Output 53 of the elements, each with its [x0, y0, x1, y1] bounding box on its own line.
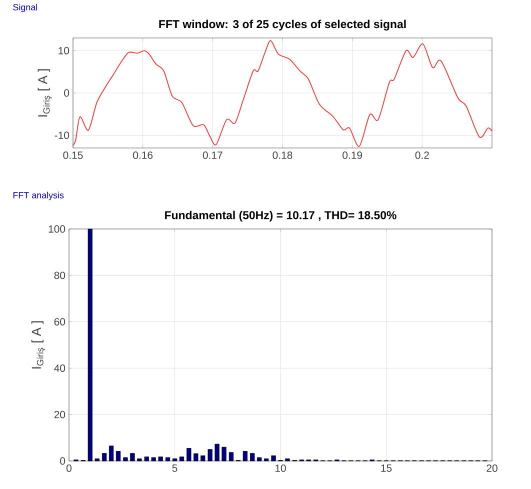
bar — [130, 453, 135, 462]
bar — [271, 455, 276, 462]
bar — [222, 446, 226, 462]
y-tick-label: 60 — [54, 318, 66, 326]
y-tick-label: 0 — [60, 457, 66, 465]
x-tick-label: 20 — [486, 464, 498, 472]
y-axis-title: I$_{Giriş}$ [ A ] — [31, 321, 46, 368]
bar — [137, 458, 142, 462]
y-tick-label: 20 — [54, 410, 66, 418]
bar — [123, 457, 128, 462]
x-tick-label: 15 — [381, 464, 392, 472]
x-tick-label: 0.19 — [342, 152, 362, 159]
bar — [228, 452, 234, 462]
y-tick-label: 0 — [64, 89, 70, 97]
bar — [144, 456, 149, 462]
bar — [194, 453, 198, 462]
bar — [88, 228, 92, 462]
chart-title: FFT window: 3 of 25 cycles of selected signal — [159, 20, 406, 30]
x-tick-label: 5 — [172, 464, 178, 472]
y-axis-title: I$_{Giriş}$ [ A ] — [38, 69, 52, 116]
y-tick-label: -10 — [54, 132, 70, 140]
bar — [242, 451, 248, 462]
bar — [151, 457, 156, 462]
x-tick-label: 0.17 — [202, 152, 222, 159]
x-tick-label: 10 — [275, 464, 286, 472]
y-tick-label: 40 — [54, 364, 66, 372]
bar — [257, 457, 262, 462]
x-tick-label: 0.15 — [63, 152, 83, 159]
bar — [116, 451, 121, 462]
x-tick-label: 0.18 — [272, 152, 292, 159]
bar — [200, 455, 206, 462]
y-tick-label: 80 — [54, 272, 66, 280]
bar — [172, 458, 178, 462]
bar — [250, 453, 255, 462]
y-tick-label: 100 — [48, 225, 66, 233]
bar — [158, 456, 163, 462]
y-tick-label: 10 — [58, 46, 70, 54]
x-tick-label: 0.16 — [133, 152, 153, 159]
bar — [208, 449, 212, 462]
bar — [214, 444, 220, 462]
bar — [165, 457, 170, 462]
chart-title: Fundamental (50Hz) = 10.17 , THD= 18.50% — [165, 210, 396, 222]
bar — [285, 458, 290, 462]
text: FFT analysis — [13, 192, 64, 200]
bar — [102, 453, 107, 462]
bar — [108, 446, 114, 462]
text: Signal — [13, 4, 38, 12]
bar — [264, 458, 269, 462]
bar — [179, 456, 184, 462]
x-tick-label: 0.2 — [415, 152, 429, 159]
bar — [186, 448, 192, 462]
line-series — [72, 40, 492, 147]
bar — [94, 458, 100, 462]
